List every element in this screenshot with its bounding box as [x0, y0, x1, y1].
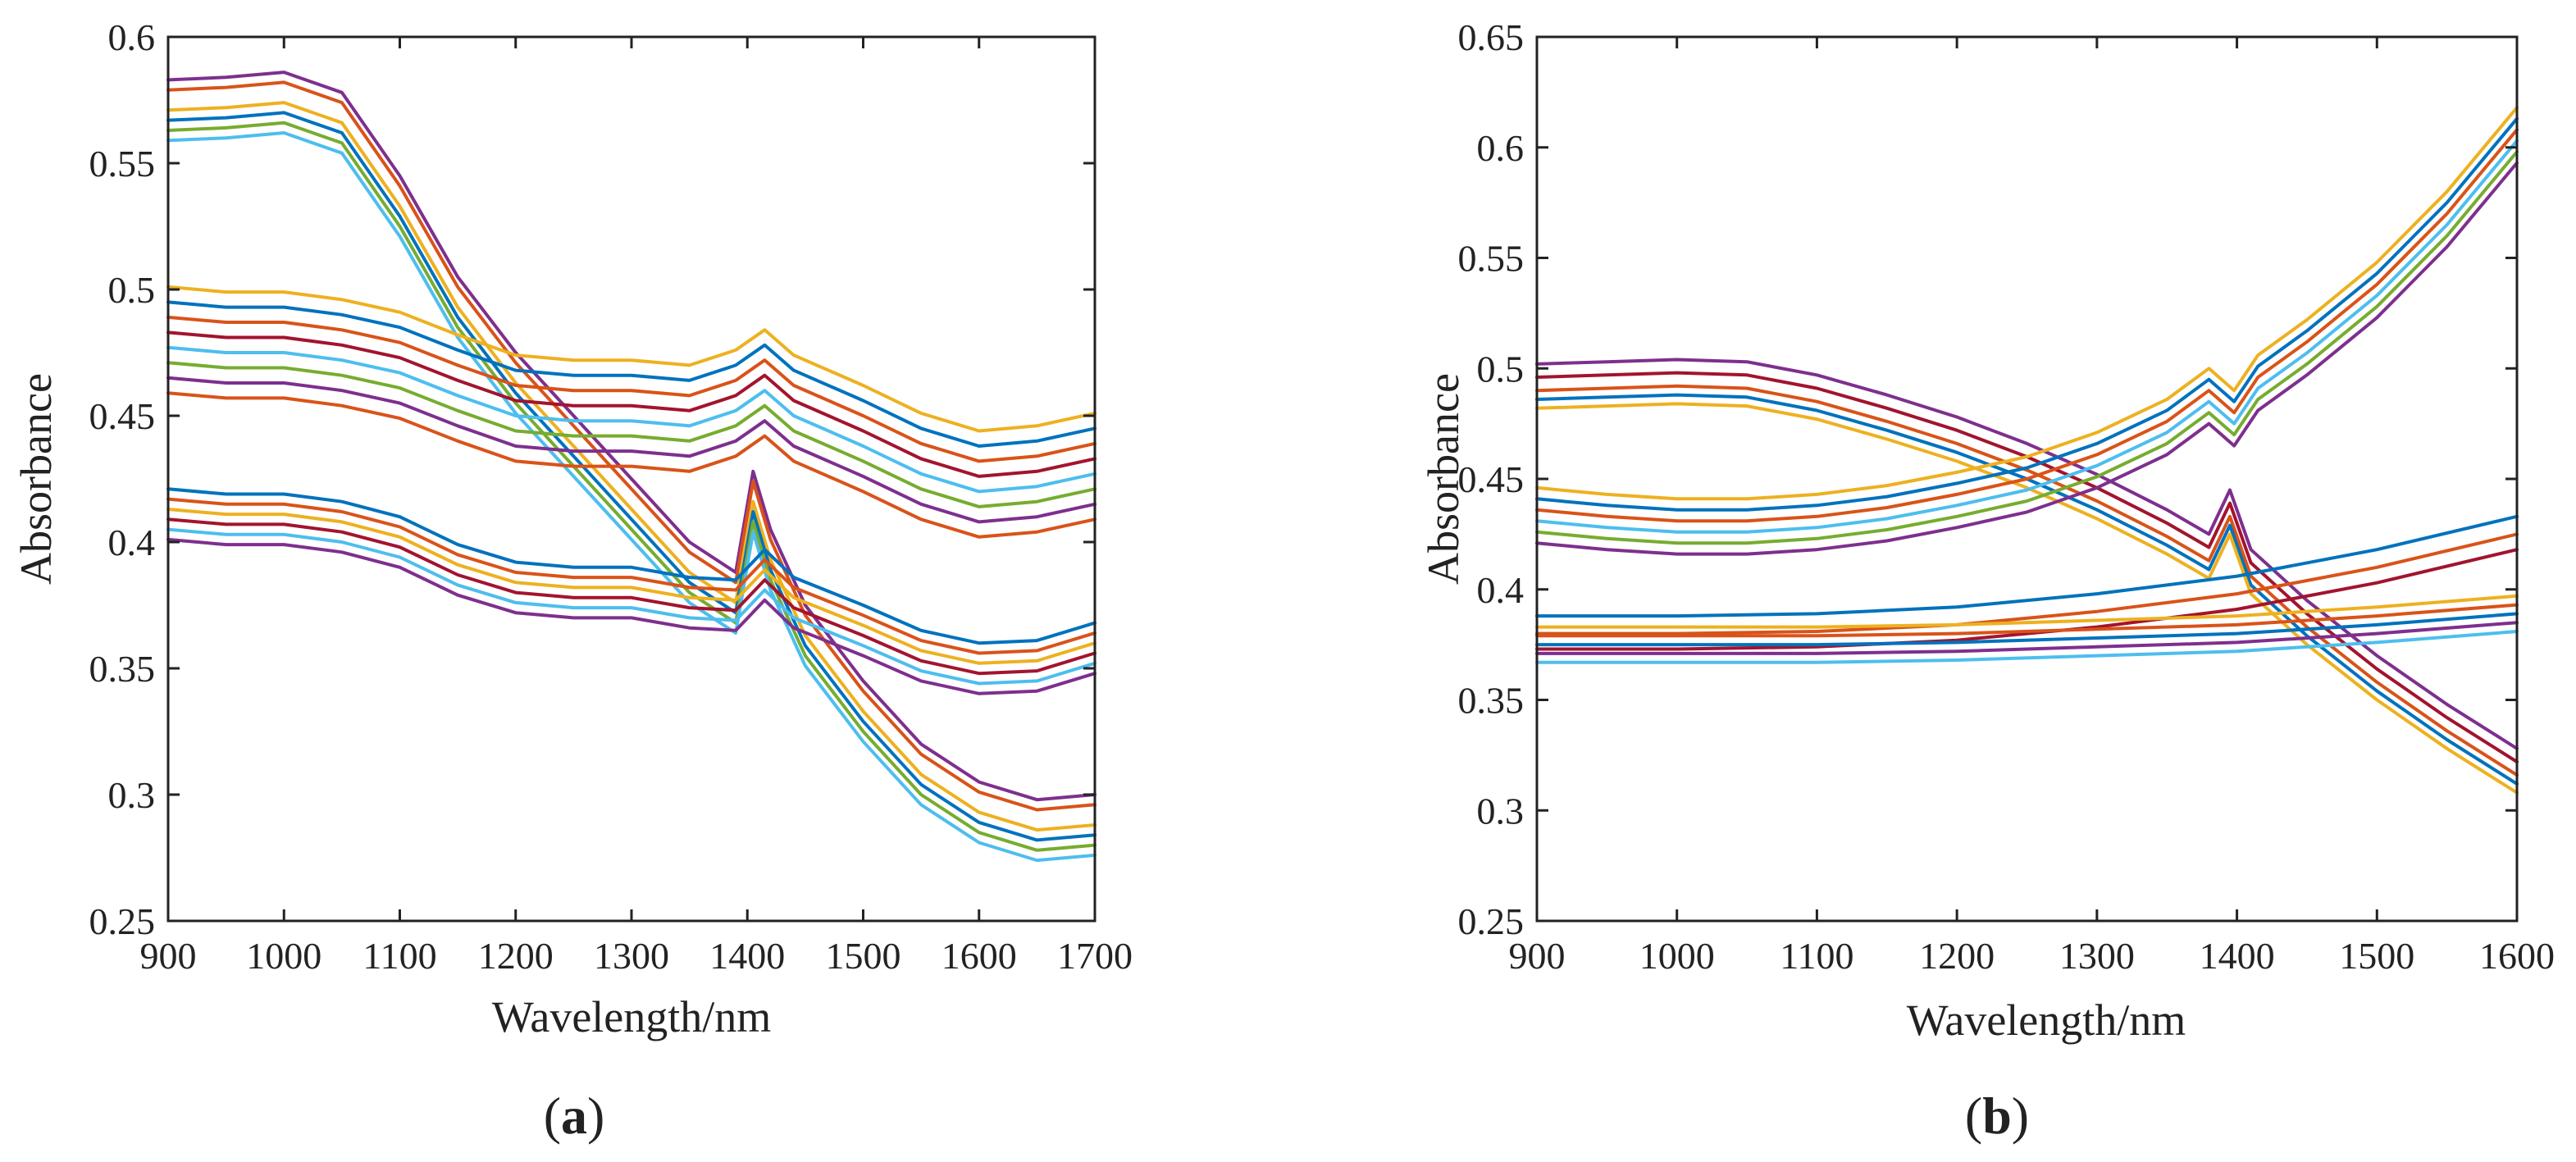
panel-a-x-tick-label: 1600	[941, 935, 1017, 977]
panel-b-x-tick-label: 1300	[2059, 935, 2135, 977]
panel-b-y-tick-label: 0.45	[1458, 458, 1525, 500]
panel-a-group-mid-line-5	[166, 345, 1097, 494]
panel-a-group-mid-line-6	[166, 361, 1097, 508]
panel-b-y-tick-label: 0.3	[1477, 790, 1525, 832]
panel-b: 900 1000 1100 1200 1300 1400 1500 1600 0.25 0.3 0.…	[1419, 16, 2555, 1145]
panel-a-x-tick-label: 900	[140, 935, 197, 977]
panel-b-x-tick-label: 1100	[1780, 935, 1853, 977]
panel-a-group-low-line-2	[166, 497, 1097, 655]
panel-b-group-flat-line-1	[1535, 594, 2519, 629]
panel-b-group-increasing-line-3	[1535, 128, 2519, 523]
panel-b-x-tick-label: 900	[1509, 935, 1566, 977]
panel-a-ylabel: Absorbance	[11, 373, 61, 585]
panel-b-group-flat-line-4	[1535, 621, 2519, 655]
panel-a-group-mid-line-4	[166, 330, 1097, 478]
panel-b-group-flat-line-3	[1535, 612, 2519, 647]
panel-b-group-rising-line-1	[1535, 514, 2519, 618]
panel-a-group-high-line-2	[166, 80, 1097, 812]
panel-a-group-mid-line-8	[166, 391, 1097, 539]
panel-a-group-mid-line-1	[166, 285, 1097, 433]
panel-a: 900 1000 1100 1200 1300 1400 1500 1600 1700 0.25 0…	[11, 16, 1133, 1145]
panel-b-group-increasing-line-1	[1535, 106, 2519, 501]
panel-b-ticks: 900 1000 1100 1200 1300 1400 1500 1600 0.25 0.3 0.…	[1458, 16, 2555, 977]
panel-b-group-increasing-line-2	[1535, 116, 2519, 512]
panel-b-group-flat-line-2	[1535, 603, 2519, 638]
panel-a-x-tick-label: 1400	[709, 935, 785, 977]
panel-a-group-low-line-1	[166, 487, 1097, 645]
panel-a-group-low-line-3	[166, 508, 1097, 665]
panel-a-y-tick-label: 0.6	[108, 16, 156, 58]
panel-b-label: (b)	[1965, 1087, 2029, 1145]
panel-b-x-tick-label: 1500	[2339, 935, 2414, 977]
panel-a-series	[166, 71, 1097, 863]
panel-a-group-low-line-6	[166, 537, 1097, 695]
panel-a-x-tick-label: 1500	[826, 935, 901, 977]
panel-b-x-tick-label: 1200	[1919, 935, 1995, 977]
panel-a-group-high-line-4	[166, 111, 1097, 842]
panel-a-y-tick-label: 0.3	[108, 774, 156, 816]
panel-b-y-tick-label: 0.4	[1477, 569, 1525, 611]
panel-b-y-tick-label: 0.5	[1477, 348, 1525, 390]
panel-a-xlabel: Wavelength/nm	[492, 992, 772, 1041]
panel-a-x-tick-label: 1700	[1057, 935, 1133, 977]
panel-a-group-high-line-6	[166, 131, 1097, 863]
panel-a-x-tick-label: 1100	[362, 935, 436, 977]
panel-b-group-flat-line-5	[1535, 630, 2519, 664]
panel-a-group-mid-line-3	[166, 315, 1097, 463]
panel-b-y-tick-label: 0.65	[1458, 16, 1525, 58]
panel-a-y-tick-label: 0.45	[89, 395, 156, 437]
panel-a-label: (a)	[544, 1087, 605, 1145]
panel-b-x-tick-label: 1400	[2200, 935, 2275, 977]
panel-b-xlabel: Wavelength/nm	[1907, 996, 2186, 1045]
panel-b-group-rising-line-3	[1535, 548, 2519, 651]
panel-a-y-tick-label: 0.55	[89, 143, 156, 185]
panel-b-x-tick-label: 1000	[1639, 935, 1715, 977]
panel-a-x-tick-label: 1300	[594, 935, 669, 977]
panel-a-group-mid-line-2	[166, 300, 1097, 448]
panel-a-x-tick-label: 1000	[246, 935, 321, 977]
panel-a-y-tick-label: 0.4	[108, 522, 156, 563]
panel-b-y-tick-label: 0.6	[1477, 127, 1525, 169]
panel-a-group-high-line-1	[166, 71, 1097, 802]
panel-a-ticks: 900 1000 1100 1200 1300 1400 1500 1600 1700 0.25 0…	[89, 16, 1133, 977]
panel-b-group-increasing-line-6	[1535, 161, 2519, 556]
panel-b-x-tick-label: 1600	[2479, 935, 2555, 977]
panel-b-y-tick-label: 0.35	[1458, 680, 1525, 722]
panel-a-y-tick-label: 0.5	[108, 269, 156, 311]
panel-b-y-tick-label: 0.55	[1458, 238, 1525, 280]
panel-a-x-tick-label: 1200	[478, 935, 554, 977]
panel-a-y-tick-label: 0.35	[89, 648, 156, 690]
panel-a-group-low-line-4	[166, 517, 1097, 676]
panel-b-y-tick-label: 0.25	[1458, 900, 1525, 942]
panel-b-group-decreasing-line-4	[1535, 393, 2519, 786]
panel-a-group-mid-line-7	[166, 376, 1097, 524]
panel-a-group-low-line-5	[166, 527, 1097, 686]
panel-b-series	[1535, 106, 2519, 795]
panel-b-group-decreasing-line-5	[1535, 402, 2519, 795]
panel-a-y-tick-label: 0.25	[89, 900, 156, 942]
panel-b-group-increasing-line-5	[1535, 150, 2519, 545]
panel-b-ylabel: Absorbance	[1419, 373, 1468, 585]
panel-b-group-increasing-line-4	[1535, 139, 2519, 534]
panel-a-group-high-line-3	[166, 101, 1097, 832]
panel-b-group-rising-line-2	[1535, 532, 2519, 636]
panel-a-group-high-line-5	[166, 121, 1097, 852]
